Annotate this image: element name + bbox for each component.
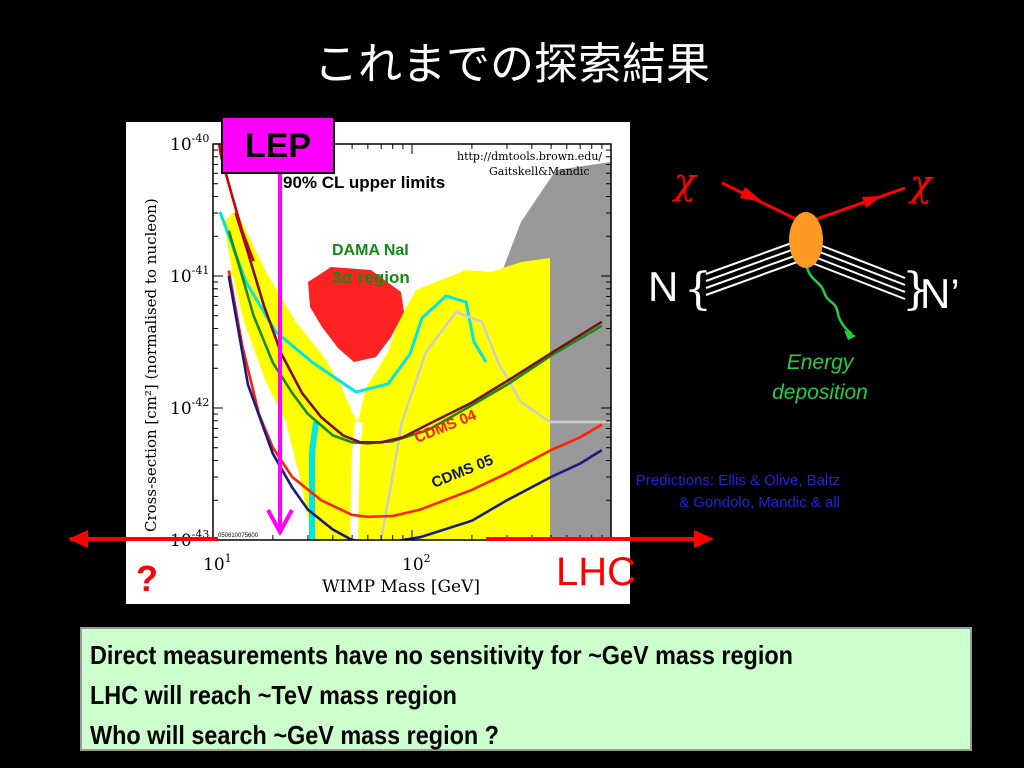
series-line-3 [234,212,603,444]
y-axis-label: Cross-section [cm²] (normalised to nucle… [142,198,160,532]
chi-out-label: χ [907,164,934,205]
nucleus-lines [705,239,906,300]
x-tick-label: 101 [203,552,232,575]
stamp: 050610075600 [218,533,259,539]
series-line-4 [217,144,255,262]
unknown-region-mark: ? [136,558,158,599]
chi-out-arrowhead [862,196,882,208]
energy-label-1: Energy [787,351,855,374]
chart-title: 90% CL upper limits [283,173,445,192]
y-tick-label: 10-41 [170,264,209,287]
chi-out-line [807,186,906,224]
chi-in-line [721,181,803,224]
chi-in-arrowhead [740,187,763,202]
lep-arrow [266,170,294,537]
white-gap [350,421,363,540]
predictions-note: Predictions: Ellis & Olive, Baltz & Gond… [540,470,840,514]
nucleus-out-label: N’ [920,270,960,317]
x-axis-label: WIMP Mass [GeV] [322,577,480,597]
cyan-band [309,421,319,540]
y-tick-label: 10-40 [170,132,209,155]
source-author: Gaitskell&Mandic [489,165,590,178]
lep-label: LEP [221,116,335,174]
interaction-vertex [789,212,823,268]
predictions-line-2: & Gondolo, Mandic & all [679,494,840,511]
summary-line-1: Direct measurements have no sensitivity … [90,640,793,670]
predictions-line-1: Predictions: Ellis & Olive, Baltz [635,472,840,489]
energy-wave [804,263,853,335]
lhc-label: LHC [556,550,637,594]
dama-sublabel: 3σ region [332,268,410,287]
scattering-diagram: χ χ N { } N’ Energy deposition [648,162,960,404]
yellow-region [224,210,550,540]
nucleus-in-label: N [648,263,678,310]
summary-line-2: LHC will reach ~TeV mass region [90,680,457,710]
series-line-2 [227,230,603,445]
chi-in-label: χ [671,162,698,203]
energy-label-2: deposition [772,381,868,404]
energy-arrowhead [844,330,856,340]
dama-label: DAMA NaI [332,242,409,259]
lavender-curve [379,310,611,540]
lhc-range-arrow [486,530,714,548]
slide-title: これまでの探索結果 [314,39,710,90]
nucleus-out-brace: } [902,264,930,315]
source-url: http://dmtools.brown.edu/ [457,150,602,163]
summary-box: Direct measurements have no sensitivity … [80,627,972,751]
y-tick-label: 10-42 [170,396,209,419]
summary-line-3: Who will search ~GeV mass region ? [90,720,499,750]
x-tick-label: 102 [402,552,431,575]
dama-region [308,267,404,362]
nucleus-in-brace: { [684,264,712,315]
left-range-arrow [68,530,218,548]
